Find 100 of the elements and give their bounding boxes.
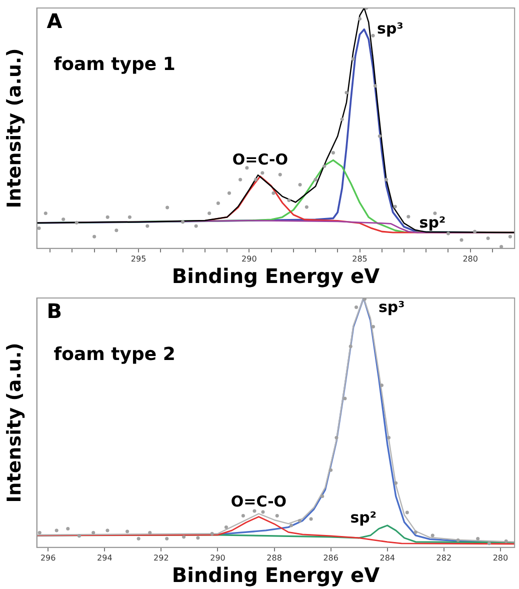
point (329, 468, 333, 472)
point (406, 214, 410, 218)
x-tick-label: 294 (97, 553, 112, 562)
series-label: O=C-O (230, 492, 287, 511)
x-tick-label: 288 (266, 553, 282, 562)
annotation: foam type 2 (54, 344, 176, 365)
point (344, 90, 348, 94)
point (500, 244, 504, 248)
point (384, 178, 388, 182)
point (37, 226, 41, 230)
point (241, 514, 245, 518)
x-tick-label: 280 (462, 254, 478, 264)
point (38, 530, 42, 534)
point (486, 236, 490, 240)
point (224, 525, 228, 529)
point (322, 164, 326, 168)
point (314, 178, 318, 182)
point (472, 230, 477, 234)
x-axis-title: Binding Energy eV (172, 264, 380, 288)
point (261, 510, 265, 514)
x-tick-label: 282 (436, 553, 452, 562)
x-tick-label: 284 (380, 553, 396, 562)
point (393, 204, 397, 208)
series-label: O=C-O (232, 150, 288, 168)
point (166, 206, 170, 210)
point (278, 172, 282, 176)
point (354, 305, 358, 310)
x-tick-label: 296 (40, 553, 56, 562)
point (340, 118, 344, 122)
point (136, 536, 140, 540)
point (54, 528, 58, 532)
point (304, 205, 308, 209)
point (165, 536, 169, 540)
point (182, 535, 186, 539)
point (106, 528, 110, 532)
point (252, 509, 256, 513)
point (298, 182, 302, 186)
point (254, 178, 258, 182)
y-axis-title: Intensity (a.u.) (3, 48, 26, 208)
point (287, 198, 291, 202)
series-label: sp³ (377, 19, 404, 38)
y-axis-title: Intensity (a.u.) (3, 342, 26, 503)
point (371, 34, 375, 38)
point (227, 191, 232, 195)
annotation: A (46, 9, 63, 33)
point (289, 524, 294, 528)
point (298, 518, 302, 523)
point (456, 538, 460, 542)
point (334, 436, 338, 440)
point (343, 396, 347, 400)
x-tick-label: 292 (154, 553, 169, 562)
point (44, 212, 48, 216)
point (351, 57, 355, 61)
x-tick-label: 290 (210, 553, 226, 562)
point (146, 224, 150, 228)
point (180, 220, 185, 224)
point (508, 234, 512, 238)
point (77, 534, 82, 538)
annotation: foam type 1 (54, 54, 176, 75)
point (125, 530, 130, 534)
point (245, 166, 249, 170)
point (380, 383, 384, 388)
point (414, 530, 418, 534)
point (405, 510, 409, 514)
point (62, 218, 66, 222)
point (275, 514, 279, 518)
point (148, 530, 152, 534)
point (331, 150, 336, 155)
point (362, 298, 367, 301)
x-axis-title: Binding Energy eV (172, 563, 380, 588)
point (66, 526, 70, 530)
point (208, 212, 212, 216)
point (106, 215, 110, 219)
point (373, 84, 378, 88)
point (92, 530, 96, 534)
point (114, 228, 118, 232)
point (238, 178, 242, 182)
point (309, 517, 313, 521)
point (210, 532, 214, 536)
point (446, 232, 450, 236)
x-tick-label: 280 (492, 553, 508, 562)
point (272, 191, 276, 195)
point (348, 344, 352, 348)
point (260, 171, 264, 175)
x-tick-label: 286 (323, 553, 338, 562)
x-tick-label: 285 (352, 254, 368, 264)
point (358, 17, 362, 21)
point (92, 234, 96, 238)
point (74, 220, 78, 224)
point (433, 212, 437, 216)
point (394, 481, 398, 485)
point (460, 238, 464, 242)
x-tick-label: 295 (130, 254, 146, 264)
point (476, 536, 480, 540)
point (371, 324, 376, 328)
series-label: sp² (350, 508, 376, 526)
point (128, 215, 132, 219)
series-label: sp³ (378, 298, 405, 316)
point (196, 536, 200, 540)
point (194, 224, 198, 228)
